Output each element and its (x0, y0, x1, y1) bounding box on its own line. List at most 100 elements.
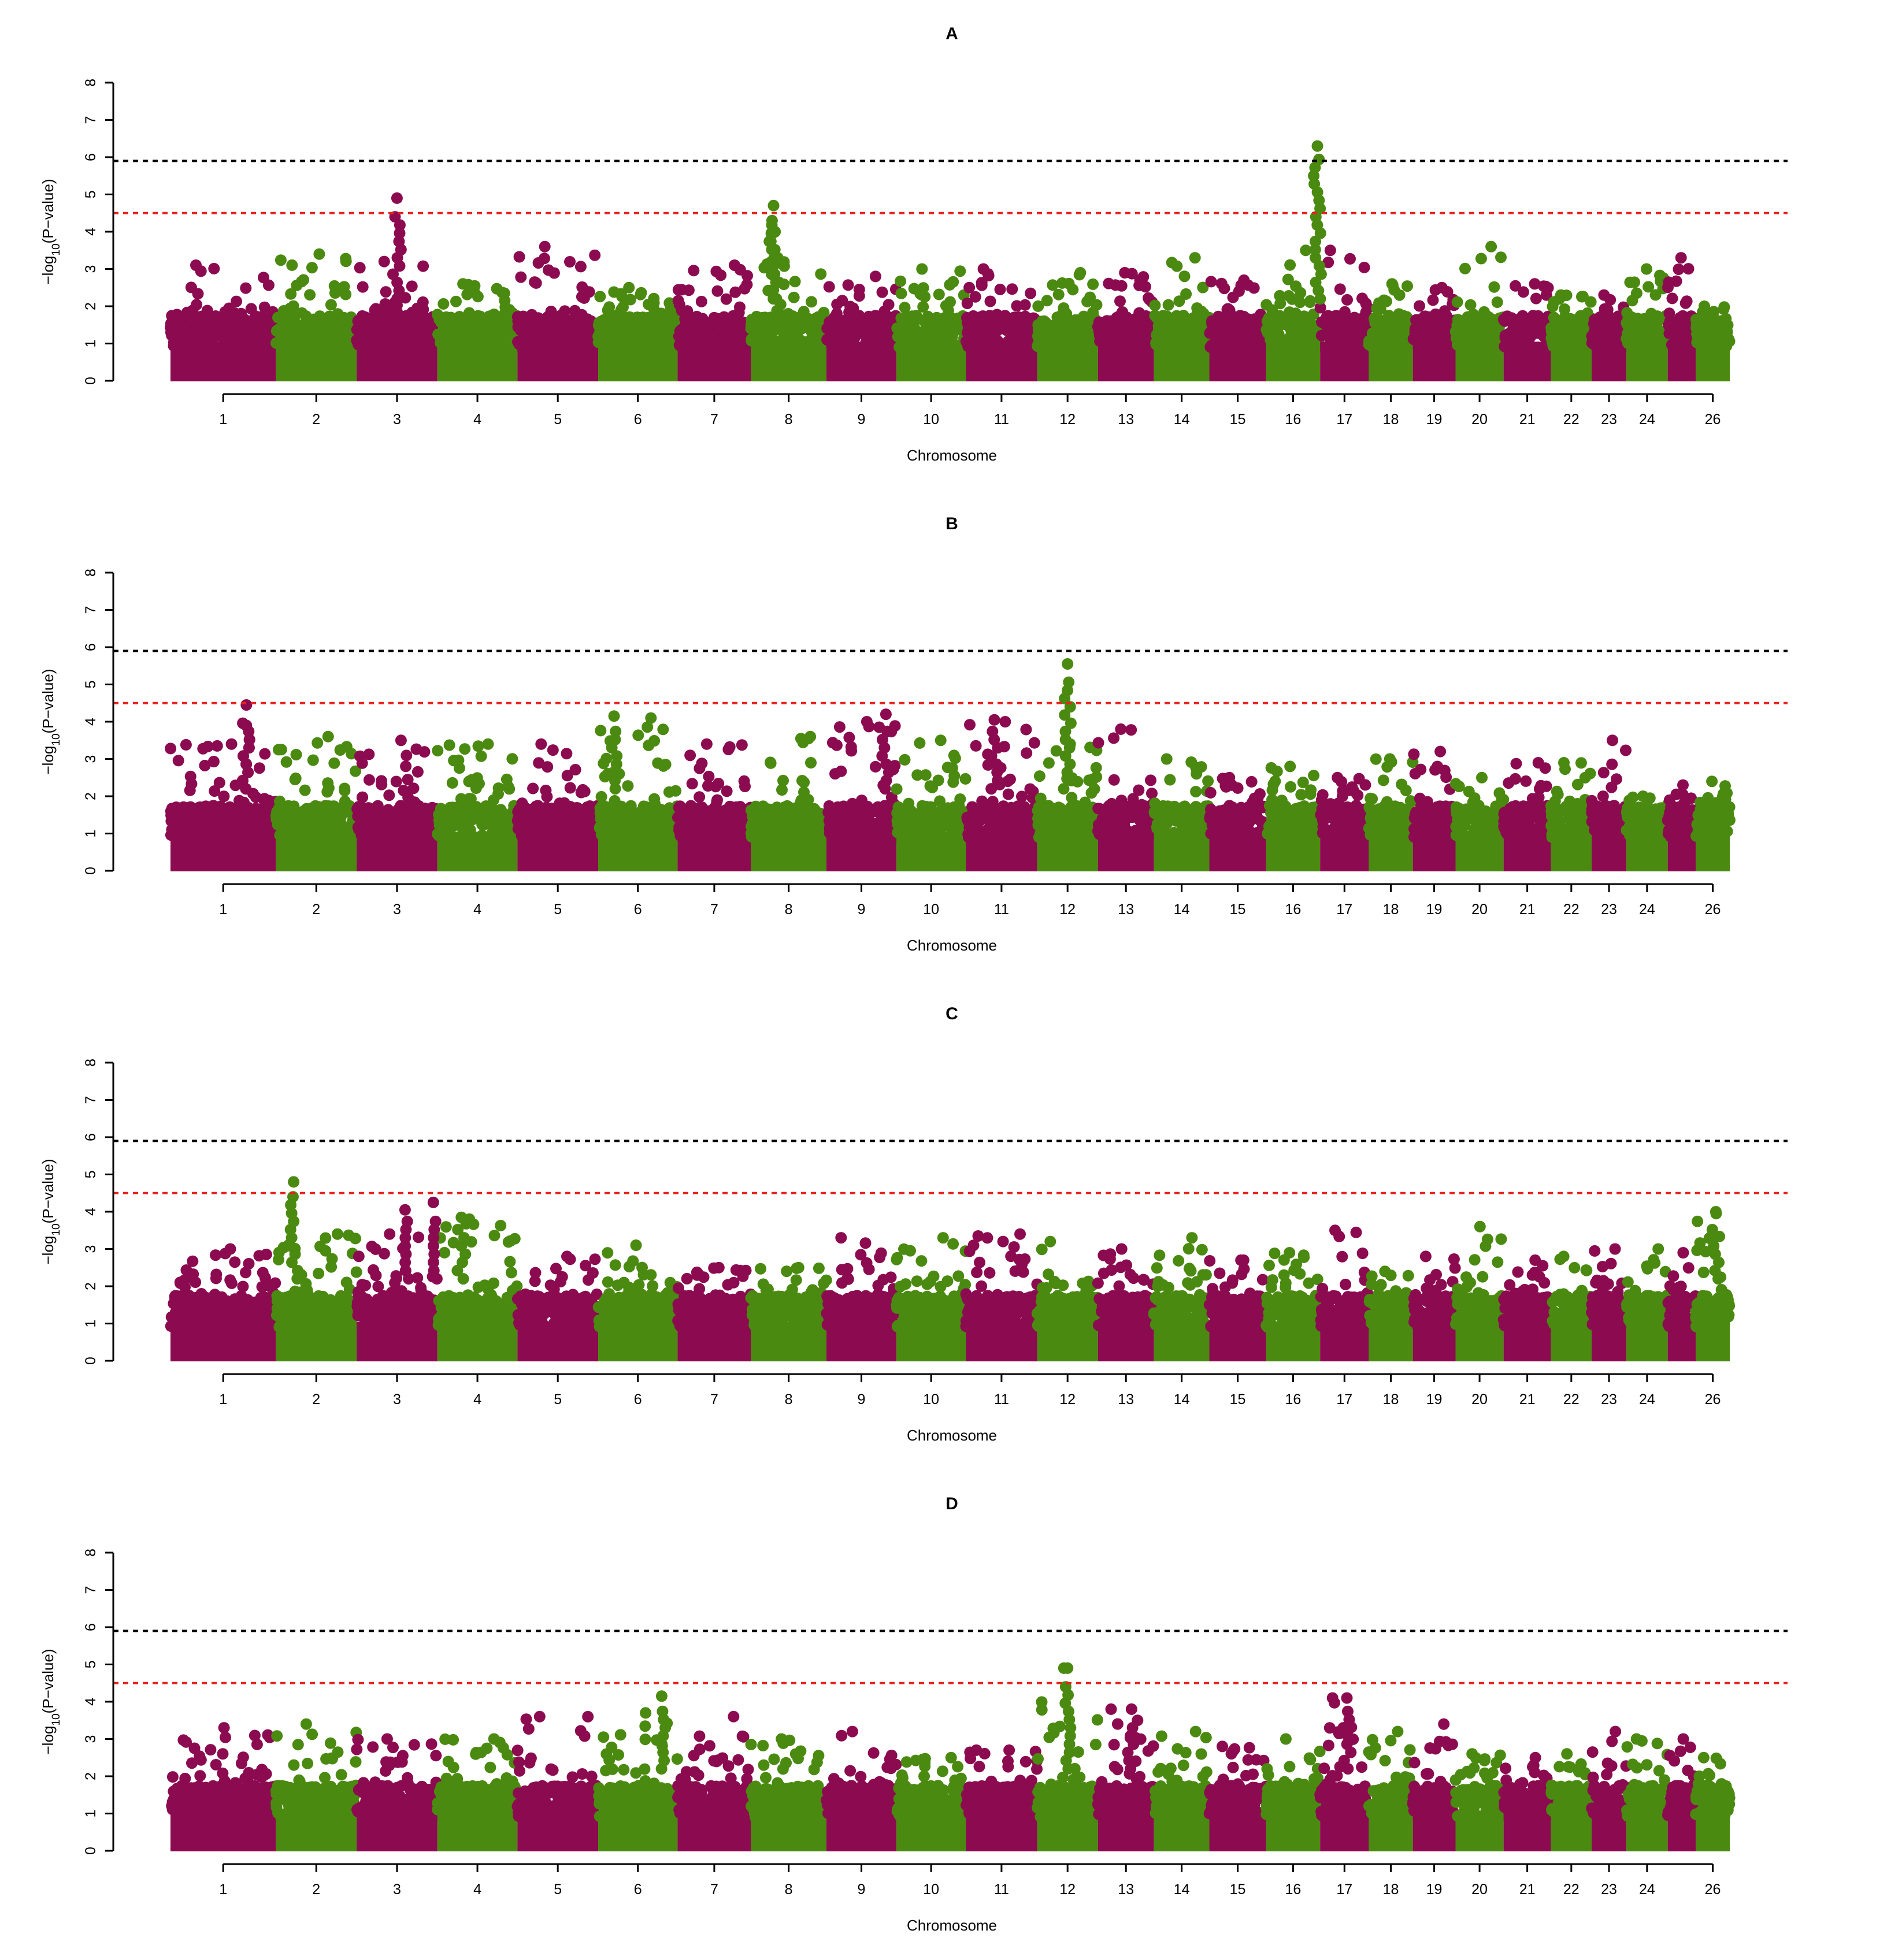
top-snp-point (916, 263, 928, 275)
top-snp-point (539, 241, 551, 253)
x-tick-label: 22 (1563, 411, 1580, 428)
snp-point (437, 826, 448, 837)
snp-point (663, 830, 675, 842)
snp-point (1667, 292, 1678, 304)
snp-point (877, 287, 888, 298)
snp-point (214, 777, 225, 789)
snp-point (248, 818, 259, 829)
snp-point (702, 337, 714, 348)
snp-point (739, 283, 750, 295)
snp-point (687, 778, 698, 789)
snp-point (645, 298, 657, 310)
snp-point (256, 341, 268, 352)
snp-point (1439, 311, 1451, 323)
snp-point (165, 326, 177, 338)
snp-point (1463, 314, 1474, 326)
snp-point (178, 801, 190, 813)
x-tick-label: 12 (1059, 411, 1076, 428)
snp-point (391, 306, 403, 317)
snp-point (858, 315, 870, 327)
y-tick-label: 2 (83, 302, 99, 310)
snp-point (1262, 325, 1274, 337)
snp-point (681, 807, 693, 818)
snp-point (1452, 296, 1463, 308)
snp-point (954, 265, 966, 277)
snp-point (1356, 292, 1368, 304)
snp-point (480, 334, 492, 346)
snp-point (270, 337, 282, 349)
snp-point (643, 321, 655, 332)
snp-point (760, 315, 772, 326)
x-tick-label: 11 (994, 411, 1009, 428)
snp-point (1428, 294, 1439, 306)
snp-point (411, 341, 422, 352)
snp-point (1354, 324, 1366, 336)
snp-point (215, 800, 227, 812)
x-tick-label: 21 (1519, 411, 1536, 428)
snp-point (736, 739, 748, 751)
snp-point (1359, 262, 1370, 273)
snp-point (418, 746, 430, 758)
snp-point (438, 331, 450, 343)
snp-point (454, 762, 465, 774)
x-tick-label: 26 (1705, 411, 1721, 428)
snp-point (476, 751, 487, 762)
snp-point (284, 303, 296, 314)
snp-point (710, 781, 721, 792)
top-snp-point (701, 738, 713, 750)
snp-point (697, 313, 709, 324)
snp-point (275, 254, 287, 266)
snp-point (991, 309, 1003, 321)
snp-point (806, 333, 817, 345)
snp-point (944, 296, 956, 308)
snp-point (967, 333, 979, 345)
snp-point (459, 743, 470, 755)
snp-point (1492, 296, 1503, 308)
snp-point (539, 253, 550, 264)
snp-point (187, 822, 199, 834)
snp-point (1211, 338, 1223, 350)
snp-point (947, 337, 959, 349)
snp-point (643, 740, 654, 751)
snp-point (217, 329, 229, 341)
snp-point (684, 749, 696, 761)
snp-point (312, 737, 323, 749)
snp-point (417, 261, 429, 272)
snp-point (357, 792, 368, 803)
snp-point (895, 276, 906, 287)
y-tick-label: 4 (83, 228, 99, 236)
snp-point (1526, 313, 1538, 324)
snp-point (1339, 326, 1350, 337)
snp-point (893, 341, 905, 353)
snp-point (1006, 283, 1018, 295)
snp-point (1621, 307, 1633, 318)
snp-point (1322, 315, 1333, 326)
top-snp-point (1386, 278, 1398, 289)
snp-point (715, 825, 726, 837)
snp-point (570, 802, 582, 814)
snp-point (351, 803, 363, 815)
snp-point (656, 311, 668, 322)
snp-point (1081, 335, 1093, 347)
snp-point (227, 808, 239, 820)
snp-point (364, 774, 375, 786)
snp-point (323, 782, 335, 794)
snp-point (1110, 279, 1121, 291)
x-tick-label: 17 (1336, 411, 1352, 428)
data-points (165, 658, 1736, 871)
top-snp-point (729, 259, 740, 271)
snp-point (533, 757, 544, 769)
snp-point (1543, 282, 1554, 294)
snp-point (277, 313, 288, 325)
snp-point (583, 336, 594, 347)
x-axis-title: Chromosome (907, 447, 997, 464)
x-tick-label: 3 (393, 411, 401, 428)
snp-point (306, 262, 318, 273)
snp-point (184, 785, 196, 796)
peak-snp-point (766, 215, 778, 227)
snp-point (1674, 312, 1686, 324)
snp-point (673, 825, 685, 836)
panel-title: A (946, 24, 958, 43)
